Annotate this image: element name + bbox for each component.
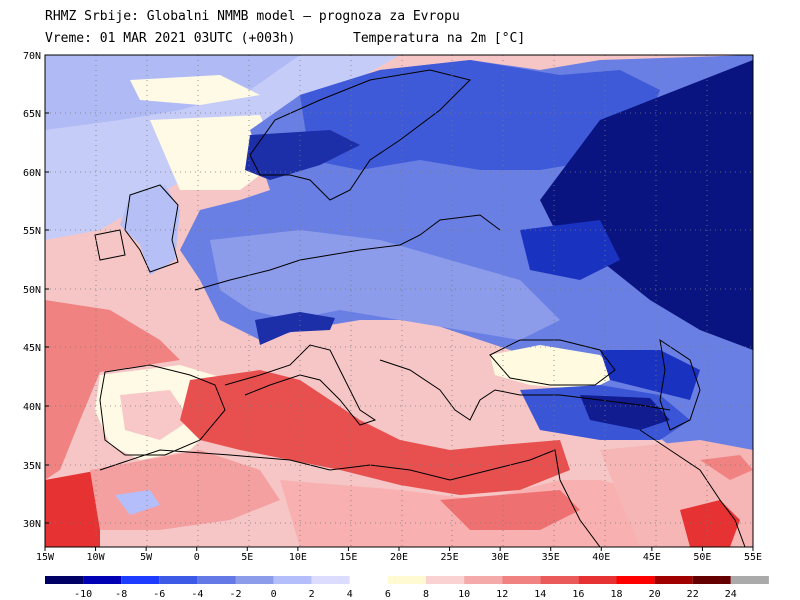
lon-tick-label: 20E bbox=[390, 552, 408, 563]
lon-tick-label: 45E bbox=[643, 552, 661, 563]
colorbar-swatch bbox=[83, 576, 122, 584]
colorbar-label: 0 bbox=[271, 589, 277, 600]
lon-tick-label: 15E bbox=[339, 552, 357, 563]
colorbar-label: -8 bbox=[115, 589, 127, 600]
colorbar-label: 14 bbox=[534, 589, 546, 600]
lon-tick-label: 15W bbox=[36, 552, 55, 563]
colorbar-swatch bbox=[235, 576, 274, 584]
lat-tick-label: 30N bbox=[23, 519, 41, 530]
colorbar-swatch bbox=[426, 576, 465, 584]
colorbar-swatch bbox=[121, 576, 160, 584]
colorbar-label: 8 bbox=[423, 589, 429, 600]
colorbar-swatch bbox=[159, 576, 198, 584]
colorbar-swatch bbox=[311, 576, 350, 584]
variable-name: Temperatura na 2m [°C] bbox=[353, 31, 526, 46]
colorbar-label: 2 bbox=[309, 589, 315, 600]
colorbar-swatch bbox=[616, 576, 655, 584]
colorbar-swatch bbox=[692, 576, 731, 584]
colorbar-label: 6 bbox=[385, 589, 391, 600]
longitude-axis: 15W 10W 5W 0 5E 10E 15E 20E 25E 30E 35E 40E 45E 50E 55… bbox=[36, 547, 762, 563]
forecast-time: Vreme: 01 MAR 2021 03UTC (+003h) bbox=[45, 31, 296, 46]
colorbar-label: 22 bbox=[687, 589, 699, 600]
lon-tick-label: 5W bbox=[140, 552, 153, 563]
coastlines bbox=[94, 69, 746, 547]
lat-tick-label: 40N bbox=[23, 402, 41, 413]
colorbar-swatch bbox=[273, 576, 312, 584]
colorbar-swatch bbox=[45, 576, 84, 584]
mediterranean-warm bbox=[180, 370, 570, 495]
lat-tick-label: 60N bbox=[23, 168, 41, 179]
temperature-field bbox=[45, 55, 753, 547]
colorbar-swatch bbox=[502, 576, 541, 584]
colorbar-label: -2 bbox=[229, 589, 241, 600]
lon-tick-label: 55E bbox=[744, 552, 762, 563]
alps-cold bbox=[255, 312, 335, 345]
colorbar-swatch bbox=[578, 576, 617, 584]
lon-tick-label: 35E bbox=[542, 552, 560, 563]
chart-title-line1: RHMZ Srbije: Globalni NMMB model — progn… bbox=[45, 9, 460, 24]
colorbar-label: -6 bbox=[153, 589, 165, 600]
colorbar-label: 16 bbox=[572, 589, 584, 600]
lon-tick-label: 50E bbox=[693, 552, 711, 563]
lat-tick-label: 45N bbox=[23, 343, 41, 354]
lon-tick-label: 5E bbox=[241, 552, 253, 563]
colorbar: -10 -8 -6 -4 -2 0 2 4 6 8 10 12 14 16 18 20 22 24 bbox=[45, 576, 769, 600]
colorbar-swatch bbox=[464, 576, 503, 584]
lon-tick-label: 25E bbox=[441, 552, 459, 563]
russia-deep-cold bbox=[540, 60, 753, 350]
colorbar-swatch bbox=[387, 576, 426, 584]
colorbar-swatch bbox=[654, 576, 693, 584]
lon-tick-label: 10E bbox=[289, 552, 307, 563]
lon-tick-label: 0 bbox=[194, 552, 200, 563]
colorbar-swatch bbox=[197, 576, 236, 584]
black-sea-mild bbox=[490, 345, 620, 390]
lat-tick-label: 65N bbox=[23, 109, 41, 120]
colorbar-swatch bbox=[349, 576, 388, 584]
lat-tick-label: 50N bbox=[23, 285, 41, 296]
lat-tick-label: 70N bbox=[23, 51, 41, 62]
colorbar-label: 12 bbox=[496, 589, 508, 600]
colorbar-label: -10 bbox=[74, 589, 92, 600]
graticule bbox=[45, 55, 753, 547]
latitude-axis: 70N 65N 60N 55N 50N 45N 40N 35N 30N bbox=[23, 51, 49, 530]
colorbar-label: 10 bbox=[458, 589, 470, 600]
colorbar-label: 24 bbox=[725, 589, 737, 600]
lon-tick-label: 10W bbox=[87, 552, 106, 563]
colorbar-swatch bbox=[730, 576, 769, 584]
colorbar-label: 18 bbox=[610, 589, 622, 600]
lon-tick-label: 30E bbox=[491, 552, 509, 563]
colorbar-label: -4 bbox=[191, 589, 203, 600]
lat-tick-label: 55N bbox=[23, 226, 41, 237]
lon-tick-label: 40E bbox=[592, 552, 610, 563]
colorbar-swatch bbox=[540, 576, 579, 584]
colorbar-label: 20 bbox=[649, 589, 661, 600]
lat-tick-label: 35N bbox=[23, 461, 41, 472]
colorbar-label: 4 bbox=[347, 589, 353, 600]
